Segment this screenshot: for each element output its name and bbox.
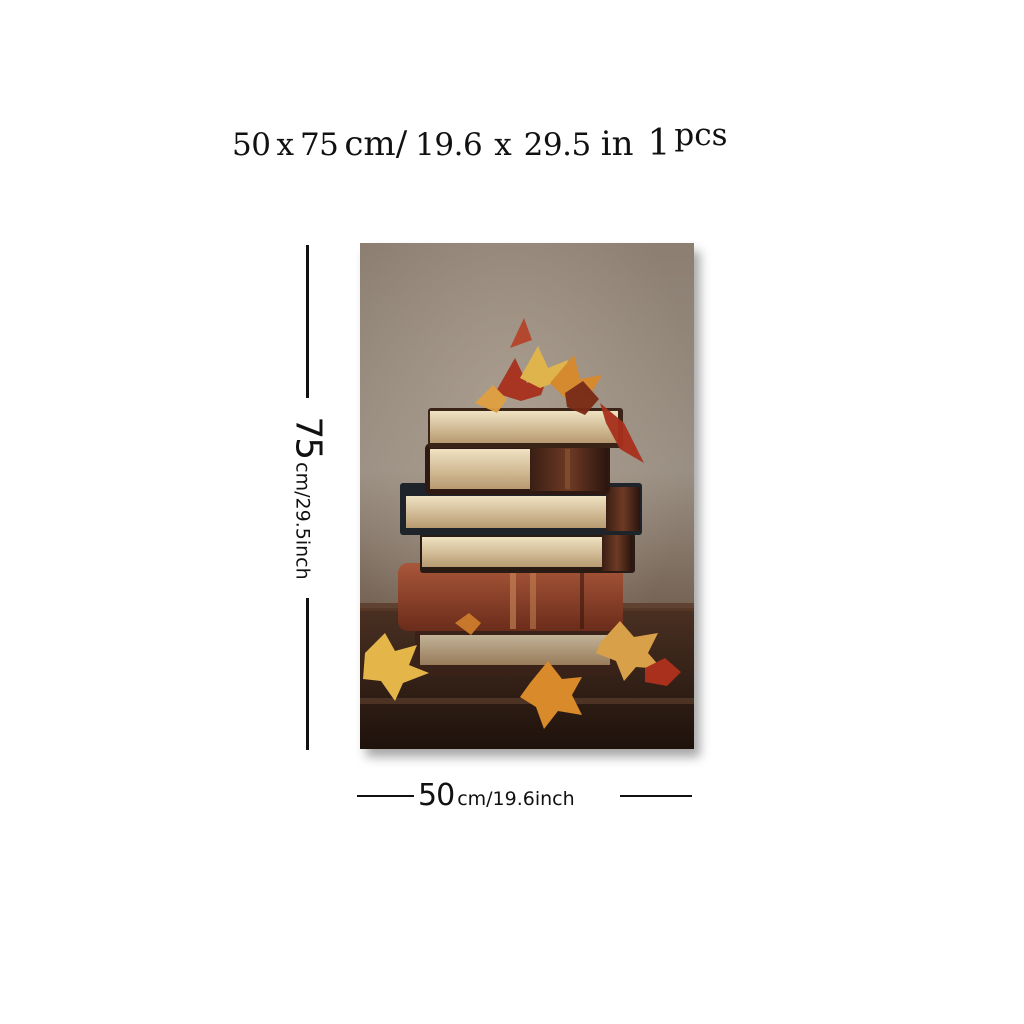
height-dimension-value: 75 — [287, 416, 329, 459]
height-dimension-line-bottom — [306, 598, 309, 750]
headline-slash: / — [395, 124, 408, 164]
headline-cm-height: 75 — [299, 127, 339, 163]
headline-inch-width: 19.6 — [415, 127, 483, 163]
width-dimension-line-left — [357, 795, 414, 797]
painting-artwork — [360, 243, 694, 749]
canvas-painting — [360, 243, 694, 749]
size-headline: 50 x 75 cm/19.6 x 29.5 in 1 pcs — [232, 120, 728, 164]
headline-quantity: 1 — [647, 123, 671, 164]
width-dimension-value: 50 — [418, 778, 455, 813]
height-dimension-label: 75 cm/29.5inch — [288, 416, 329, 579]
headline-x-symbol-2: x — [494, 127, 512, 163]
height-dimension-unit: cm/29.5inch — [291, 462, 314, 580]
width-dimension-unit: cm/19.6inch — [457, 788, 575, 810]
headline-cm-unit: cm — [344, 124, 396, 164]
headline-cm-width: 50 — [232, 127, 271, 163]
headline-quantity-unit: pcs — [674, 117, 728, 153]
width-dimension-label: 50 cm/19.6inch — [418, 778, 575, 813]
headline-inch-height: 29.5 — [523, 127, 592, 163]
headline-inch-unit: in — [600, 124, 634, 164]
width-dimension-line-right — [620, 795, 692, 797]
height-dimension-line-top — [306, 245, 309, 398]
headline-x-symbol: x — [276, 127, 294, 163]
